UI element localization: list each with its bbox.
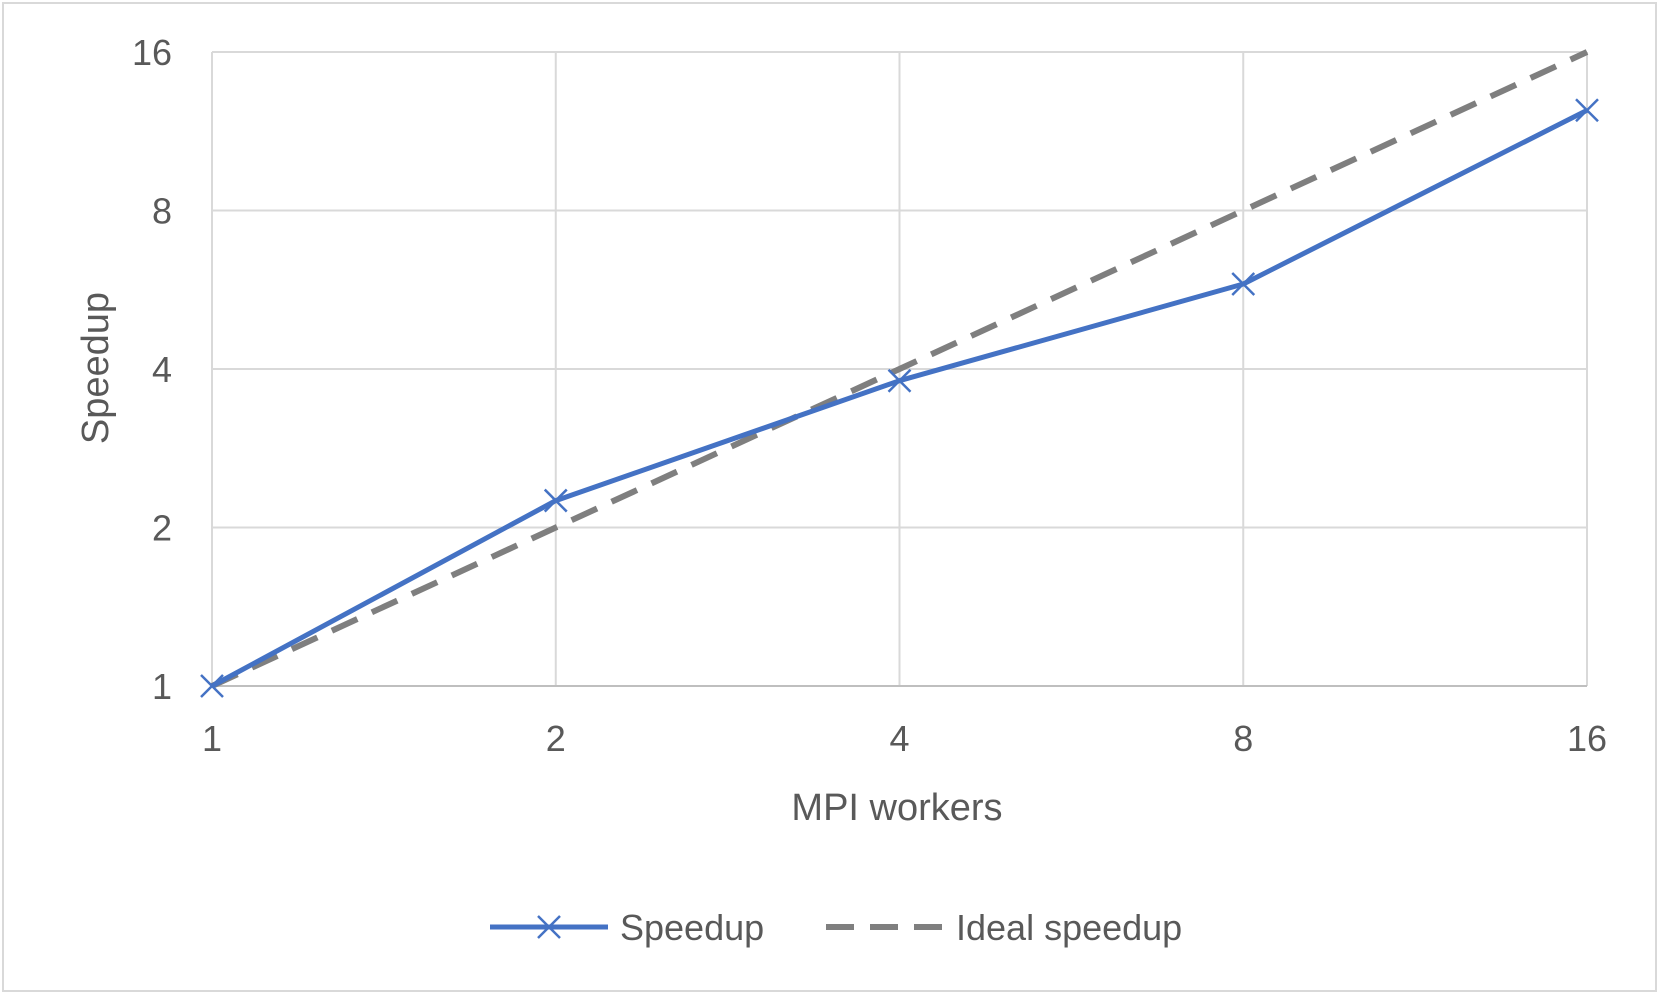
x-marker-stroke: [1575, 98, 1599, 123]
x-marker-stroke: [200, 674, 224, 698]
x-tick-label: 16: [1567, 718, 1607, 759]
legend-label-speedup: Speedup: [620, 907, 764, 948]
data-point-speedup: [200, 674, 224, 698]
y-tick-labels: 1 2 4 8 16: [132, 32, 172, 707]
legend: Speedup Ideal speedup: [490, 907, 1182, 948]
x-tick-label: 8: [1233, 718, 1253, 759]
y-tick-label: 1: [152, 666, 172, 707]
y-axis-label: Speedup: [75, 292, 117, 444]
x-axis-label: MPI workers: [791, 787, 1002, 829]
data-point-speedup: [543, 488, 568, 513]
x-marker-stroke: [1231, 272, 1256, 296]
x-marker-stroke: [887, 368, 912, 393]
y-tick-label: 2: [152, 508, 172, 549]
x-tick-label: 1: [202, 718, 222, 759]
data-point-speedup: [1231, 272, 1256, 296]
x-tick-label: 4: [889, 718, 909, 759]
grid-lines: [211, 51, 1588, 687]
x-tick-labels: 1 2 4 8 16: [202, 718, 1607, 759]
legend-marker: [537, 915, 561, 939]
x-tick-label: 2: [546, 718, 566, 759]
data-point-speedup: [1575, 98, 1599, 123]
legend-label-ideal-speedup: Ideal speedup: [956, 907, 1182, 948]
y-tick-label: 16: [132, 32, 172, 73]
x-marker-stroke: [543, 488, 568, 513]
series-line-ideal-speedup: [210, 49, 1589, 689]
series-layer: [200, 49, 1599, 698]
data-point-speedup: [887, 368, 912, 393]
y-tick-label: 8: [152, 191, 172, 232]
y-tick-label: 4: [152, 349, 172, 390]
